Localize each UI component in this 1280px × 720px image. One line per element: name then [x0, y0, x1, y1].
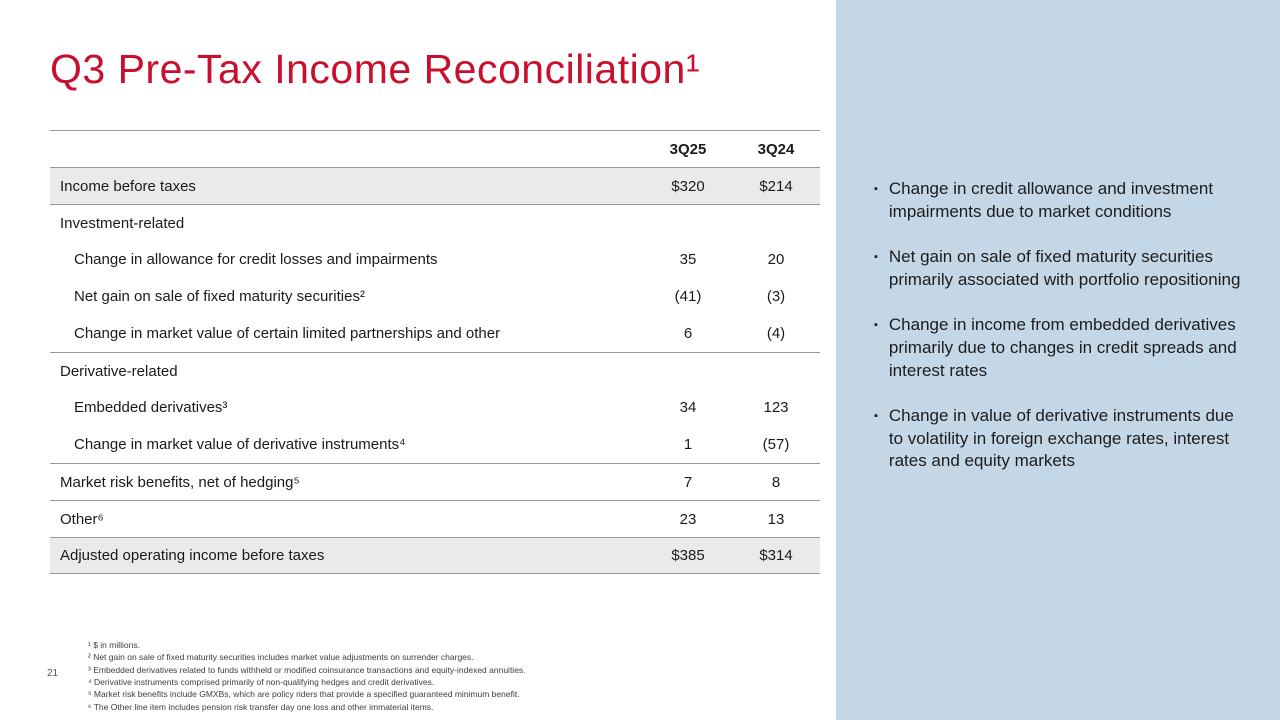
highlights-sidebar: ▪ Change in credit allowance and investm…: [836, 0, 1280, 720]
row-value-3q24: 8: [771, 473, 781, 491]
row-value-3q24: (3): [766, 288, 786, 305]
row-value-3q25: $320: [671, 177, 705, 195]
row-value-3q24: (4): [766, 325, 786, 342]
row-value-3q25: (41): [674, 288, 702, 305]
row-value-3q24: 123: [763, 399, 789, 416]
bullet-icon: ▪: [874, 319, 878, 332]
row-label: Change in market value of derivative ins…: [74, 436, 406, 453]
bullet-icon: ▪: [874, 251, 878, 264]
table-row: Market risk benefits, net of hedging⁵ 7 …: [50, 463, 820, 500]
bullet-text: Change in value of derivative instrument…: [888, 406, 1234, 471]
footnote: ² Net gain on sale of fixed maturity sec…: [88, 652, 474, 663]
row-value-3q24: 20: [767, 251, 785, 268]
row-label: Income before taxes: [60, 177, 196, 195]
row-label: Adjusted operating income before taxes: [60, 547, 325, 564]
row-label: Net gain on sale of fixed maturity secur…: [74, 288, 365, 305]
row-label: Other⁶: [60, 510, 104, 528]
list-item: ▪ Change in value of derivative instrume…: [874, 405, 1246, 473]
footnotes: ¹ $ in millions. ² Net gain on sale of f…: [88, 639, 728, 713]
row-value-3q24: $214: [759, 177, 793, 195]
footnote: ¹ $ in millions.: [88, 640, 140, 650]
footnote: ⁴ Derivative instruments comprised prima…: [88, 676, 435, 687]
row-value-3q25: 23: [679, 510, 697, 528]
section-label: Investment-related: [60, 214, 185, 232]
row-value-3q24: $314: [759, 547, 793, 564]
bullet-icon: ▪: [874, 410, 878, 423]
row-value-3q25: 7: [683, 473, 693, 491]
footnote: ⁶ The Other line item includes pension r…: [88, 701, 434, 712]
list-item: ▪ Change in credit allowance and investm…: [874, 178, 1246, 223]
highlights-bullet-list: ▪ Change in credit allowance and investm…: [874, 178, 1246, 496]
table-row: Embedded derivatives³ 34 123: [50, 389, 820, 426]
list-item: ▪ Change in income from embedded derivat…: [874, 314, 1246, 382]
row-label: Market risk benefits, net of hedging⁵: [60, 473, 300, 491]
row-value-3q25: 6: [683, 325, 693, 342]
table-header-row: 3Q25 3Q24: [50, 130, 820, 167]
row-value-3q24: (57): [762, 436, 790, 453]
table-row: Other⁶ 23 13: [50, 500, 820, 537]
footnote: ³ Embedded derivatives related to funds …: [88, 664, 526, 675]
row-label: Embedded derivatives³: [74, 399, 228, 416]
row-value-3q25: 1: [683, 436, 693, 453]
row-value-3q24: 13: [767, 510, 785, 528]
table-section-row: Investment-related: [50, 204, 820, 241]
footnote: ⁵ Market risk benefits include GMXBs, wh…: [88, 689, 520, 700]
reconciliation-table: 3Q25 3Q24 Income before taxes $320 $214 …: [50, 130, 820, 574]
bullet-text: Net gain on sale of fixed maturity secur…: [888, 247, 1241, 289]
bullet-text: Change in credit allowance and investmen…: [888, 179, 1214, 221]
bullet-icon: ▪: [874, 183, 878, 195]
column-header-3q25: 3Q25: [669, 140, 707, 158]
table-row: Income before taxes $320 $214: [50, 167, 820, 204]
column-header-3q24: 3Q24: [757, 140, 795, 158]
bullet-text: Change in income from embedded derivativ…: [888, 315, 1237, 380]
row-value-3q25: 35: [679, 251, 697, 268]
table-row: Change in allowance for credit losses an…: [50, 241, 820, 278]
row-label: Change in market value of certain limite…: [74, 325, 501, 342]
table-row: Change in market value of certain limite…: [50, 315, 820, 352]
row-label: Change in allowance for credit losses an…: [74, 251, 438, 268]
row-value-3q25: 34: [679, 399, 697, 416]
table-row: Change in market value of derivative ins…: [50, 426, 820, 463]
page-number: 21: [47, 668, 59, 679]
table-total-row: Adjusted operating income before taxes $…: [50, 537, 820, 574]
table-section-row: Derivative-related: [50, 352, 820, 389]
page-title: Q3 Pre-Tax Income Reconciliation¹: [50, 46, 700, 92]
section-label: Derivative-related: [60, 362, 178, 380]
row-value-3q25: $385: [671, 547, 705, 564]
list-item: ▪ Net gain on sale of fixed maturity sec…: [874, 246, 1246, 291]
table-row: Net gain on sale of fixed maturity secur…: [50, 278, 820, 315]
